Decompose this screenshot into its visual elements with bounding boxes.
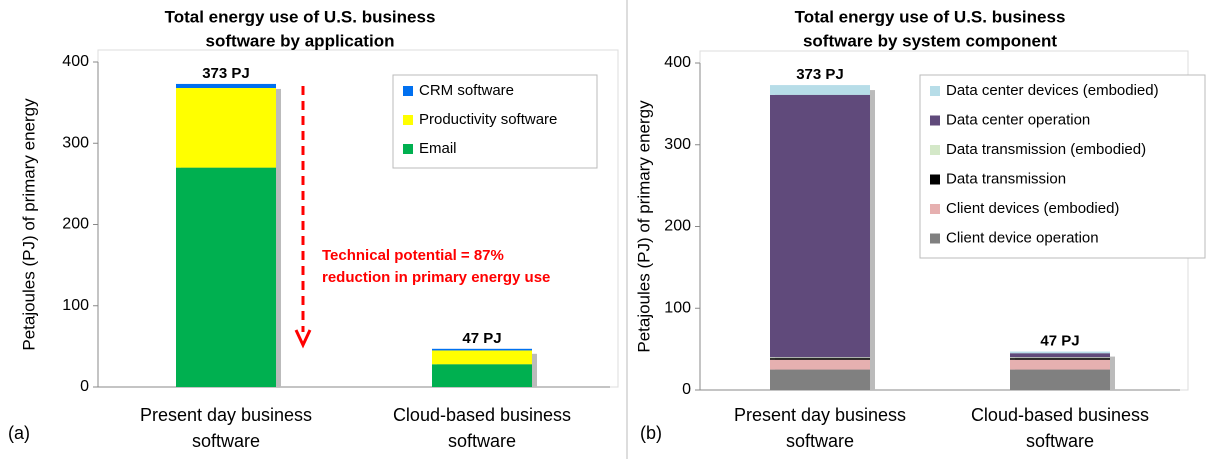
y-tick-label: 300 — [664, 136, 691, 153]
bar-segment — [1010, 369, 1110, 390]
bar-segment — [770, 85, 870, 95]
legend-label: CRM software — [419, 82, 514, 99]
legend-label: Data center devices (embodied) — [946, 82, 1159, 99]
x-tick-label: software — [448, 431, 516, 451]
total-label: 47 PJ — [462, 330, 501, 347]
chart-title: software by system component — [803, 31, 1057, 50]
legend-label: Productivity software — [419, 111, 557, 128]
legend-box — [392, 74, 598, 169]
bar-segment — [176, 88, 276, 168]
bar-segment — [770, 359, 870, 370]
legend-box — [919, 74, 1206, 259]
bar-segment — [432, 348, 532, 351]
chart-title: Total energy use of U.S. business — [795, 7, 1066, 26]
y-tick-label: 200 — [62, 216, 89, 233]
legend-label: Data transmission (embodied) — [946, 141, 1146, 158]
x-tick-label: Present day business — [140, 405, 312, 425]
legend-swatch — [403, 115, 413, 125]
bar-segment — [1010, 351, 1110, 354]
total-label: 373 PJ — [796, 66, 844, 83]
legend-label: Data transmission — [946, 170, 1066, 187]
x-tick-label: software — [786, 431, 854, 451]
annotation: reduction in primary energy use — [322, 269, 550, 286]
y-tick-label: 400 — [62, 53, 89, 70]
bar-segment — [1010, 353, 1110, 358]
bar-segment — [1010, 357, 1110, 359]
legend-label: Data center operation — [946, 111, 1090, 128]
chart-title: Total energy use of U.S. business — [165, 7, 436, 26]
legend-swatch — [930, 204, 940, 214]
y-tick-label: 400 — [664, 54, 691, 71]
legend-swatch — [403, 86, 413, 96]
chart-title: software by application — [206, 31, 395, 50]
legend-label: Email — [419, 140, 457, 157]
y-axis-label: Petajoules (PJ) of primary energy — [19, 98, 38, 351]
arrow-head — [294, 329, 312, 349]
bar-segment — [176, 167, 276, 387]
y-tick-label: 0 — [682, 381, 691, 398]
legend-swatch — [930, 115, 940, 126]
legend-swatch — [930, 86, 940, 96]
bar-segment — [432, 364, 532, 387]
x-tick-label: Present day business — [734, 405, 906, 425]
panel-label: (b) — [640, 423, 662, 443]
legend-label: Client devices (embodied) — [946, 200, 1119, 217]
bar-segment — [770, 369, 870, 390]
x-tick-label: Cloud-based business — [393, 405, 571, 425]
y-tick-label: 100 — [664, 299, 691, 316]
y-tick-label: 300 — [62, 134, 89, 151]
y-tick-label: 0 — [80, 378, 89, 395]
legend-label: Client device operation — [946, 229, 1099, 246]
bar-segment — [770, 357, 870, 359]
x-tick-label: Cloud-based business — [971, 405, 1149, 425]
bar-segment — [770, 94, 870, 358]
annotation: Technical potential = 87% — [322, 247, 504, 264]
legend-swatch — [930, 174, 940, 185]
x-tick-label: software — [1026, 431, 1094, 451]
x-tick-label: software — [192, 431, 260, 451]
bar-segment — [1010, 358, 1110, 360]
y-tick-label: 100 — [62, 297, 89, 314]
bar-segment — [432, 350, 532, 365]
y-tick-label: 200 — [664, 218, 691, 235]
legend-swatch — [930, 233, 940, 244]
legend-swatch — [930, 145, 940, 155]
legend-swatch — [403, 144, 413, 154]
total-label: 373 PJ — [202, 65, 250, 82]
bar-segment — [1010, 359, 1110, 370]
panel-label: (a) — [8, 423, 30, 443]
bar-segment — [176, 83, 276, 88]
bar-segment — [770, 358, 870, 360]
y-axis-label: Petajoules (PJ) of primary energy — [634, 100, 653, 353]
total-label: 47 PJ — [1040, 333, 1079, 350]
